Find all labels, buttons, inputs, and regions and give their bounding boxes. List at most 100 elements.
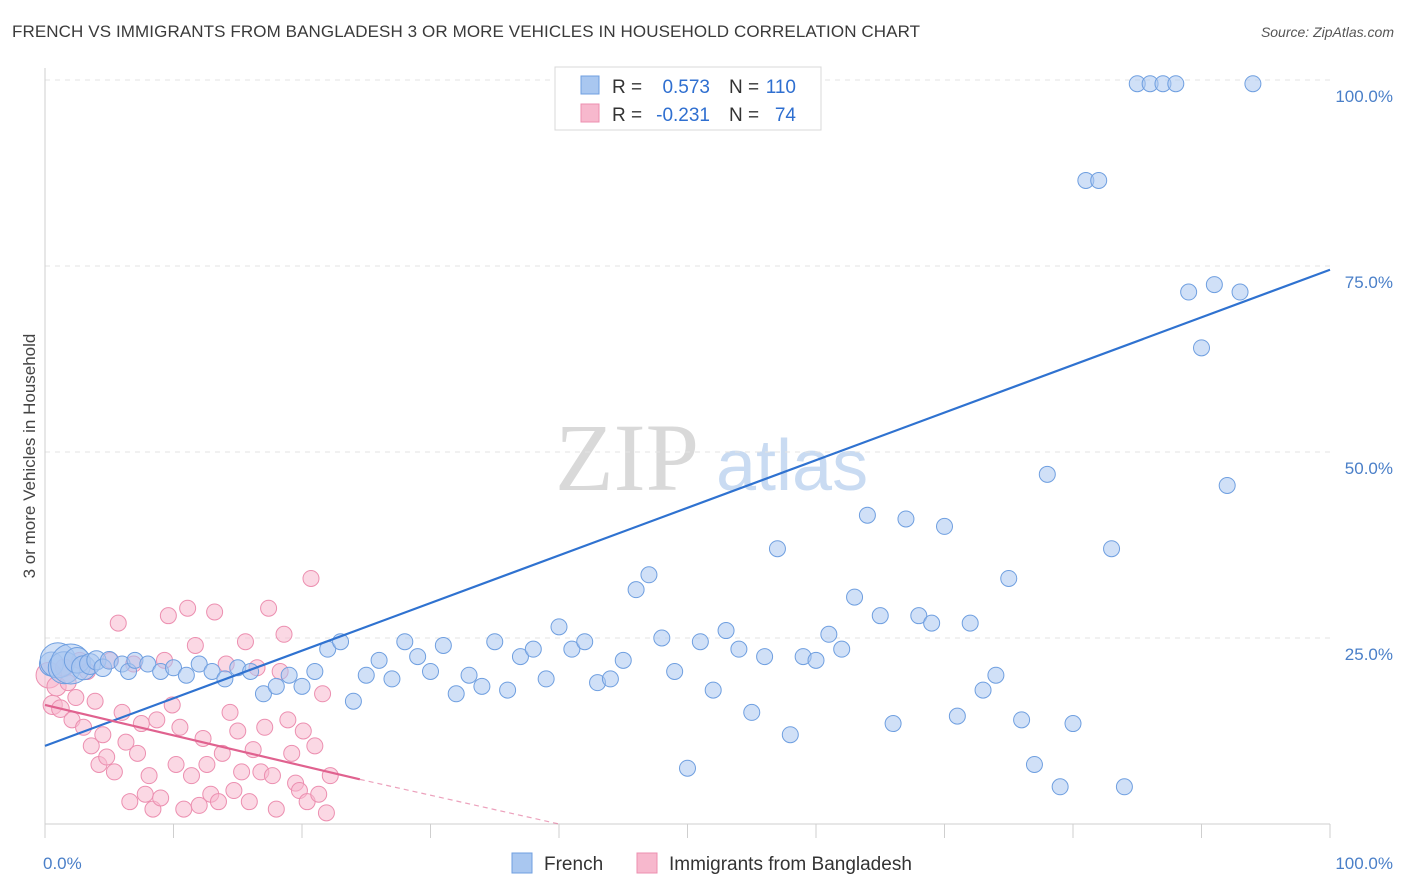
bangladesh-point-29 (152, 789, 170, 807)
bangladesh-point-21 (121, 793, 139, 811)
french-point-65 (807, 651, 825, 669)
french-point-26 (306, 662, 324, 680)
tick-labels: 25.0% 50.0% 75.0% 100.0% 0.0% 100.0% (43, 87, 1393, 873)
x-tick-label-1: 100.0% (1335, 854, 1393, 873)
y-tick-label-3: 100.0% (1335, 87, 1393, 106)
french-point-30 (357, 666, 375, 684)
bangladesh-point-15 (98, 748, 116, 766)
french-point-57 (704, 681, 722, 699)
source-credit: Source: ZipAtlas.com (1260, 24, 1394, 40)
french-point-69 (858, 506, 876, 524)
bangladesh-points (35, 569, 339, 822)
bangladesh-point-69 (306, 737, 324, 755)
french-point-63 (781, 726, 799, 744)
french-point-17 (190, 655, 208, 673)
french-point-52 (640, 566, 658, 584)
bangladesh-point-56 (256, 718, 274, 736)
y-tick-label-2: 75.0% (1345, 273, 1393, 292)
french-point-34 (409, 648, 427, 666)
bangladesh-point-12 (86, 692, 104, 710)
french-point-84 (1051, 778, 1069, 796)
french-point-96 (1205, 276, 1223, 294)
bangladesh-point-33 (167, 755, 185, 773)
bangladesh-point-14 (94, 726, 112, 744)
legend-swatch-bangladesh (636, 852, 658, 874)
axes (44, 68, 1331, 838)
french-point-45 (550, 618, 568, 636)
french-point-55 (679, 759, 696, 777)
french-point-60 (743, 703, 761, 721)
french-point-15 (165, 659, 182, 677)
french-point-33 (396, 633, 414, 651)
bangladesh-trend-line (44, 703, 361, 781)
bangladesh-point-47 (221, 703, 239, 721)
bangladesh-point-37 (182, 767, 200, 785)
bangladesh-point-49 (229, 722, 247, 740)
french-point-88 (1103, 540, 1121, 558)
bangladesh-point-36 (179, 599, 197, 617)
french-point-98 (1231, 283, 1249, 301)
french-point-51 (627, 581, 645, 599)
french-point-29 (344, 692, 362, 710)
french-point-67 (833, 640, 851, 658)
series-legend: French Immigrants from Bangladesh (511, 852, 912, 875)
bangladesh-point-35 (175, 800, 193, 818)
bangladesh-point-7 (67, 689, 85, 707)
stats-legend-swatch-bangladesh (580, 103, 600, 123)
bangladesh-point-39 (190, 796, 208, 814)
stats-legend-swatch-french (580, 75, 600, 95)
bangladesh-point-41 (198, 755, 216, 773)
x-tick-label-0: 0.0% (43, 854, 82, 873)
legend-label-french: French (544, 854, 603, 875)
french-point-35 (422, 662, 439, 680)
french-point-50 (614, 651, 632, 669)
bangladesh-point-11 (82, 737, 100, 755)
french-point-18 (203, 662, 221, 680)
french-point-72 (897, 510, 915, 528)
french-point-73 (910, 607, 928, 625)
y-tick-label-0: 25.0% (1345, 645, 1393, 664)
french-point-80 (1000, 569, 1018, 587)
chart-title: FRENCH VS IMMIGRANTS FROM BANGLADESH 3 O… (12, 22, 921, 41)
french-point-40 (486, 633, 504, 651)
french-point-43 (524, 640, 542, 658)
french-point-71 (884, 715, 902, 733)
french-point-42 (511, 648, 529, 666)
watermark-atlas: atlas (716, 426, 868, 506)
bangladesh-point-17 (105, 763, 123, 781)
bangladesh-point-57 (260, 599, 278, 617)
french-point-66 (820, 625, 838, 643)
bangladesh-point-45 (213, 744, 231, 762)
french-point-39 (473, 677, 491, 695)
bangladesh-point-62 (279, 711, 297, 729)
bangladesh-point-58 (263, 767, 281, 785)
french-point-87 (1090, 171, 1108, 189)
stats-legend: R = 0.573 N = 110 R = -0.231 N = 74 (554, 66, 822, 131)
y-axis-label: 3 or more Vehicles in Household (20, 334, 39, 579)
french-point-74 (923, 614, 941, 632)
french-point-99 (1244, 75, 1262, 93)
stats-n-label-french: N = (729, 77, 759, 98)
bangladesh-point-28 (148, 711, 166, 729)
bangladesh-point-48 (225, 782, 243, 800)
stats-r-value-french: 0.573 (662, 77, 710, 98)
french-point-53 (653, 629, 671, 647)
french-point-46 (563, 640, 581, 658)
watermark-zip: ZIP (555, 404, 699, 511)
french-point-82 (1025, 755, 1043, 773)
french-point-13 (139, 655, 157, 673)
french-point-41 (499, 681, 517, 699)
bangladesh-point-52 (240, 793, 258, 811)
bangladesh-point-71 (314, 685, 332, 703)
bangladesh-point-61 (275, 625, 293, 643)
french-point-89 (1115, 778, 1133, 796)
french-point-76 (948, 707, 966, 725)
bangladesh-point-31 (159, 607, 177, 625)
stats-r-label-bangladesh: R = (612, 105, 642, 126)
french-point-79 (987, 666, 1005, 684)
bangladesh-point-26 (140, 767, 158, 785)
french-point-77 (961, 614, 979, 632)
french-point-97 (1218, 476, 1236, 494)
bangladesh-point-23 (129, 744, 147, 762)
french-point-36 (434, 636, 452, 654)
